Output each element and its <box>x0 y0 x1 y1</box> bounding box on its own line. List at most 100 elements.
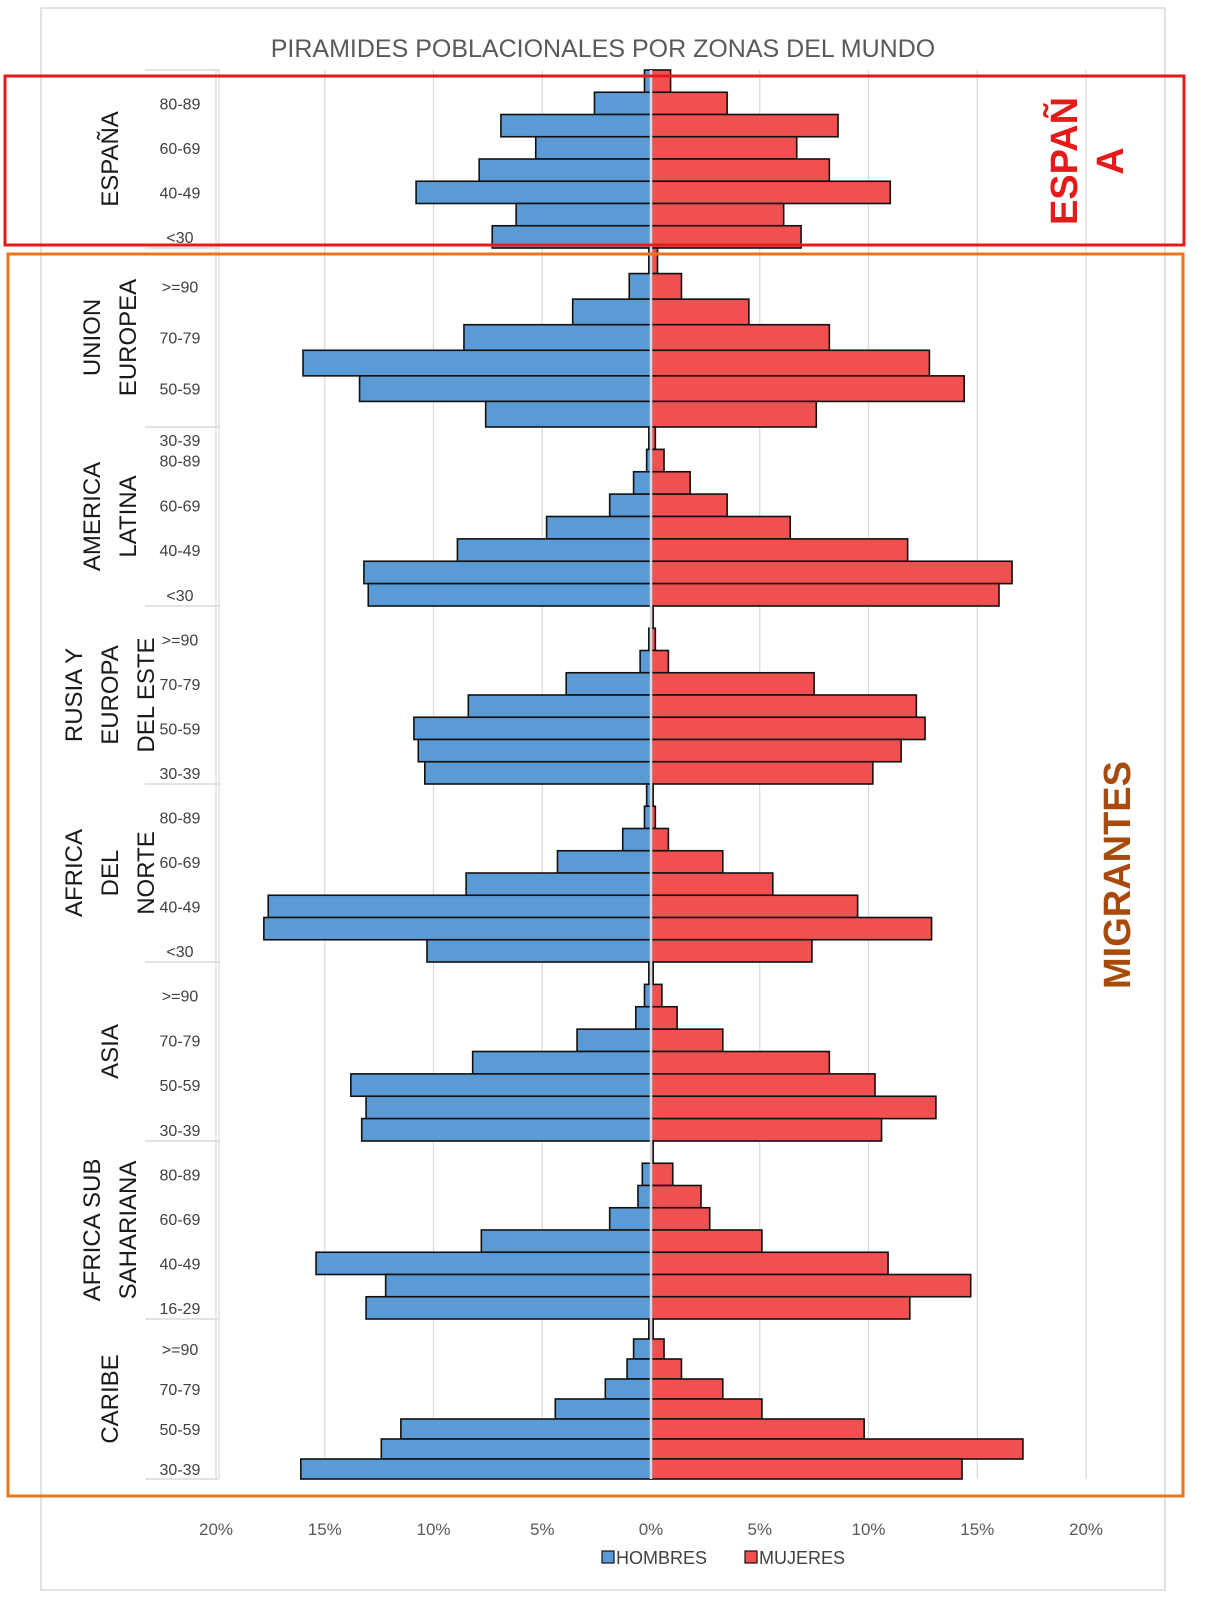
bar-hombres <box>463 323 652 352</box>
bar-hombres <box>360 1117 652 1142</box>
age-label: 40-49 <box>160 1256 201 1273</box>
x-tick-label: 5% <box>530 1520 555 1539</box>
bar-mujeres <box>650 1378 724 1400</box>
age-label: 40-49 <box>160 185 201 202</box>
age-label: >=90 <box>162 632 199 649</box>
bar-mujeres <box>650 1117 883 1142</box>
group-name-label: ESPAÑA <box>97 111 124 207</box>
bar-hombres <box>628 272 652 300</box>
bar-hombres <box>500 113 652 138</box>
group-name-line: EUROPA <box>97 645 124 745</box>
age-label: 80-89 <box>160 810 201 827</box>
bar-mujeres <box>650 493 728 518</box>
bar-hombres <box>632 470 652 495</box>
bar-hombres <box>413 716 652 741</box>
bar-mujeres <box>650 738 902 763</box>
bar-mujeres <box>650 582 1000 607</box>
bar-mujeres <box>650 113 839 138</box>
age-label: <30 <box>166 588 193 605</box>
bar-mujeres <box>650 1073 876 1098</box>
age-label: 70-79 <box>160 1382 201 1399</box>
group-name-line: SAHARIANA <box>115 1161 142 1300</box>
x-tick-label: 15% <box>308 1520 342 1539</box>
age-label: 70-79 <box>160 677 201 694</box>
group-name-label: RUSIA Y EUROPA DEL ESTE <box>61 637 160 752</box>
bar-hombres <box>456 538 652 563</box>
age-label: >=90 <box>162 1342 199 1359</box>
bar-mujeres <box>650 135 798 160</box>
bar-hombres <box>565 671 652 696</box>
x-tick-label: 20% <box>1069 1520 1103 1539</box>
bar-hombres <box>515 202 652 227</box>
bar-mujeres <box>650 298 750 326</box>
bar-mujeres <box>650 827 670 852</box>
group-name-label: AFRICA DEL NORTE <box>61 829 160 917</box>
bar-hombres <box>534 135 652 160</box>
bar-hombres <box>608 493 652 518</box>
bar-hombres <box>634 1005 652 1030</box>
age-label: 60-69 <box>160 855 201 872</box>
group-name-line: DEL <box>97 850 124 897</box>
bar-mujeres <box>650 872 774 897</box>
bar-hombres <box>632 1338 652 1360</box>
bar-mujeres <box>650 983 663 1008</box>
bar-hombres <box>641 1162 652 1187</box>
bar-hombres <box>556 849 652 874</box>
age-label: 70-79 <box>160 1033 201 1050</box>
age-label: 30-39 <box>160 766 201 783</box>
bar-mujeres <box>650 272 683 300</box>
spain-annotation: ESPAÑ A <box>1042 97 1132 225</box>
bar-mujeres <box>650 760 874 785</box>
bar-hombres <box>358 375 652 403</box>
group-name-line: EUROPEA <box>115 279 142 396</box>
bar-mujeres <box>650 694 918 719</box>
bar-mujeres <box>650 1206 711 1231</box>
bar-mujeres <box>650 448 665 473</box>
age-label: 60-69 <box>160 141 201 158</box>
bar-hombres <box>417 738 652 763</box>
bar-hombres <box>554 1398 652 1420</box>
bar-hombres <box>576 1028 652 1053</box>
age-label: 80-89 <box>160 454 201 471</box>
x-tick-label: 10% <box>851 1520 885 1539</box>
bar-mujeres <box>650 1251 889 1276</box>
bar-mujeres <box>650 671 815 696</box>
age-label: 80-89 <box>160 1167 201 1184</box>
age-label: 60-69 <box>160 1212 201 1229</box>
bar-hombres <box>384 1273 652 1298</box>
bar-hombres <box>380 1438 652 1460</box>
bar-hombres <box>478 158 652 183</box>
bar-mujeres <box>650 1338 665 1360</box>
bar-mujeres <box>650 1273 972 1298</box>
bar-mujeres <box>650 375 966 403</box>
bar-mujeres <box>650 1398 763 1420</box>
bar-hombres <box>621 827 652 852</box>
bar-mujeres <box>650 938 813 963</box>
age-label: 50-59 <box>160 721 201 738</box>
bar-hombres <box>415 180 652 205</box>
bar-mujeres <box>650 1095 937 1120</box>
group-name-line: UNION <box>79 299 106 376</box>
age-label: 50-59 <box>160 1078 201 1095</box>
age-label: 80-89 <box>160 96 201 113</box>
bar-mujeres <box>650 1028 724 1053</box>
bar-hombres <box>367 582 652 607</box>
group-name-line: AMERICA <box>79 462 106 571</box>
bar-hombres <box>465 872 652 897</box>
group-name-line: NORTE <box>133 831 160 915</box>
bar-mujeres <box>650 323 831 352</box>
bar-hombres <box>593 91 652 116</box>
bar-mujeres <box>650 470 691 495</box>
age-label: 30-39 <box>160 1123 201 1140</box>
bar-mujeres <box>650 69 672 94</box>
bar-hombres <box>545 515 652 540</box>
bar-hombres <box>315 1251 652 1276</box>
age-label: >=90 <box>162 989 199 1006</box>
bar-hombres <box>480 1229 652 1254</box>
migrants-annotation: MIGRANTES <box>1097 761 1139 989</box>
bar-mujeres <box>650 538 909 563</box>
age-label: 40-49 <box>160 899 201 916</box>
legend-label: MUJERES <box>759 1548 845 1568</box>
bar-mujeres <box>650 349 931 377</box>
